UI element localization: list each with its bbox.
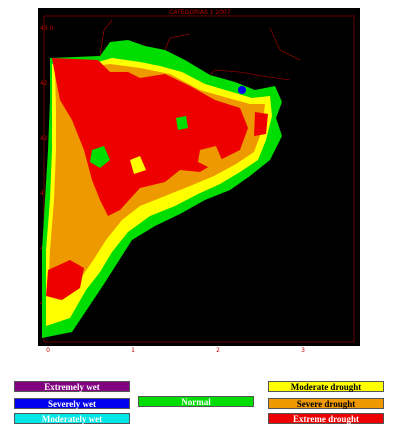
x-label: 2	[216, 347, 220, 354]
x-label: 1	[131, 347, 135, 354]
x-label: 3	[301, 347, 305, 354]
region-normal	[90, 146, 110, 168]
legend-item: Extreme drought	[268, 413, 384, 424]
region-normal	[176, 116, 188, 130]
legend-item: Severe drought	[268, 398, 384, 409]
region-moderate-drought	[130, 156, 146, 174]
legend-item: Extremely wet	[14, 381, 130, 392]
map-title: CATEGORIAS 1 2007	[169, 9, 231, 16]
legend-item: Moderately wet	[14, 413, 130, 424]
legend-item: Moderate drought	[268, 381, 384, 392]
y-label: 42.0	[40, 135, 54, 142]
map: CATEGORIAS 1 2007 43.042.542.041.541.040…	[38, 8, 360, 354]
region-extreme-drought	[52, 58, 248, 216]
region-severely-wet	[238, 86, 246, 94]
frame	[43, 15, 355, 343]
region-extreme-drought	[254, 112, 268, 136]
legend-item: Severely wet	[14, 398, 130, 409]
legend-item: Normal	[138, 396, 254, 407]
y-label: 43.0	[40, 25, 54, 32]
y-label: 42.5	[40, 80, 54, 87]
border-line	[99, 19, 301, 81]
region-extreme-drought	[46, 260, 84, 300]
x-label: 0	[46, 347, 50, 354]
region-severe-drought	[198, 146, 222, 168]
